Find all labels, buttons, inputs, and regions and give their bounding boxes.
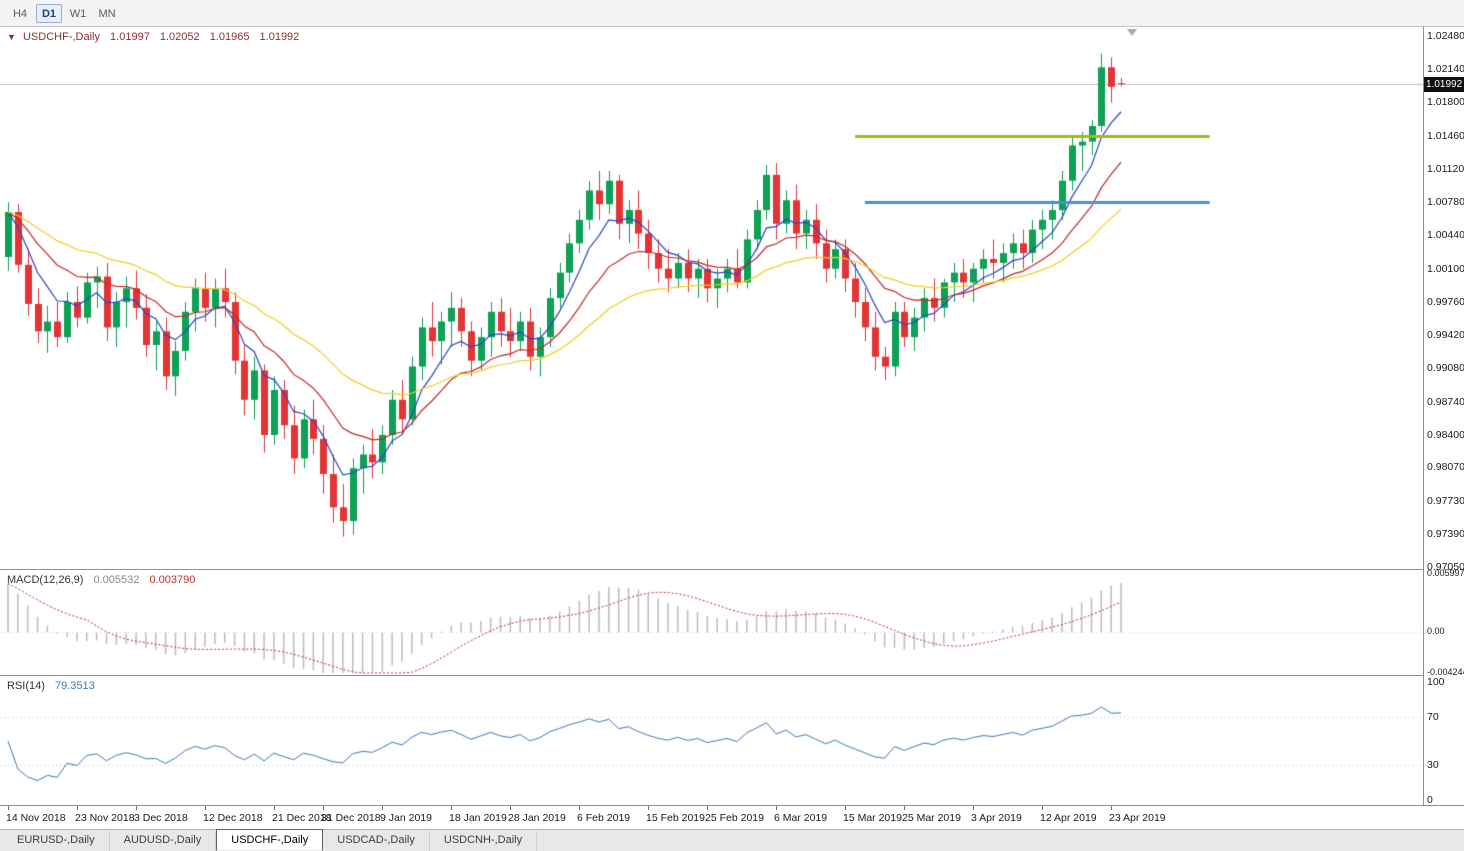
time-axis-tick	[776, 806, 777, 810]
chart-tab-bar: EURUSD-,Daily AUDUSD-,Daily USDCHF-,Daily U…	[0, 829, 1464, 851]
price-scale-label: 0.98400	[1427, 428, 1464, 441]
price-scale-label: 0.98070	[1427, 461, 1464, 474]
price-scale-label: 1.01800	[1427, 96, 1464, 109]
price-scale[interactable]: 1.02480 1.02140 1.01800 1.01460 1.01120 1.007…	[1423, 27, 1464, 806]
macd-scale-label: -0.004244	[1427, 666, 1464, 677]
time-axis-label: 18 Jan 2019	[449, 812, 507, 824]
time-axis-label: 12 Dec 2018	[203, 812, 263, 824]
timeframe-button-h4[interactable]: H4	[12, 7, 28, 20]
time-axis-tick	[205, 806, 206, 810]
ohlc-low: 1.01965	[209, 31, 250, 43]
time-axis-label: 25 Feb 2019	[705, 812, 764, 824]
time-axis-tick	[274, 806, 275, 810]
time-axis-tick	[382, 806, 383, 810]
panel-splitter-rsi[interactable]	[0, 675, 1464, 677]
time-axis-label: 28 Jan 2019	[508, 812, 566, 824]
time-axis-tick	[648, 806, 649, 810]
time-axis-label: 25 Mar 2019	[902, 812, 961, 824]
chart-tab-eurusd[interactable]: EURUSD-,Daily	[3, 831, 110, 851]
time-axis-tick	[1111, 806, 1112, 810]
timeframe-button-d1[interactable]: D1	[36, 3, 62, 23]
time-axis-label: 31 Dec 2018	[321, 812, 381, 824]
price-scale-label: 1.02480	[1427, 30, 1464, 42]
time-axis-tick	[845, 806, 846, 810]
time-axis-label: 3 Apr 2019	[971, 812, 1022, 824]
price-scale-label: 0.99080	[1427, 362, 1464, 375]
collapse-arrow-icon[interactable]: ▼	[7, 32, 16, 42]
time-axis-tick	[973, 806, 974, 810]
timeframe-button-mn[interactable]: MN	[98, 7, 116, 20]
time-axis-tick	[1042, 806, 1043, 810]
symbol-timeframe-label: USDCHF-,Daily	[22, 31, 100, 43]
ohlc-header: ▼ USDCHF-,Daily 1.01997 1.02052 1.01965 …	[7, 31, 299, 43]
price-scale-label: 1.00440	[1427, 229, 1464, 242]
price-scale-label: 0.98740	[1427, 395, 1464, 408]
current-price-tag: 1.01992	[1424, 76, 1464, 92]
chart-tab-audusd[interactable]: AUDUSD-,Daily	[110, 831, 217, 851]
chart-tab-usdchf[interactable]: USDCHF-,Daily	[216, 829, 324, 851]
price-scale-label: 0.99420	[1427, 329, 1464, 342]
time-axis-label: 6 Feb 2019	[577, 812, 631, 824]
time-axis-label: 9 Jan 2019	[380, 812, 432, 824]
time-axis-label: 14 Nov 2018	[6, 812, 66, 824]
time-axis-label: 6 Mar 2019	[774, 812, 828, 824]
rsi-scale-label: 0	[1427, 794, 1433, 806]
rsi-scale-label: 100	[1427, 676, 1445, 688]
time-axis-label: 3 Dec 2018	[134, 812, 188, 824]
macd-header: MACD(12,26,9) 0.005532 0.003790	[7, 574, 195, 586]
rsi-value: 79.3513	[54, 680, 95, 692]
price-scale-label: 0.97730	[1427, 494, 1464, 507]
time-axis-label: 23 Apr 2019	[1109, 812, 1166, 824]
time-axis-label: 15 Mar 2019	[843, 812, 902, 824]
macd-value-main: 0.005532	[93, 574, 140, 586]
time-axis-tick	[451, 806, 452, 810]
macd-indicator-canvas[interactable]	[0, 571, 1423, 675]
rsi-scale-label: 30	[1427, 758, 1439, 771]
chart-window: 1.02480 1.02140 1.01800 1.01460 1.01120 1.007…	[0, 27, 1464, 829]
time-axis-label: 12 Apr 2019	[1040, 812, 1097, 824]
time-axis-label: 15 Feb 2019	[646, 812, 705, 824]
price-scale-label: 1.00100	[1427, 262, 1464, 275]
ohlc-close: 1.01992	[259, 31, 300, 43]
time-axis[interactable]: 14 Nov 2018 23 Nov 2018 3 Dec 2018 12 Dec 2…	[0, 805, 1464, 829]
time-axis-tick	[579, 806, 580, 810]
price-scale-label: 1.01120	[1427, 162, 1464, 175]
timeframe-toolbar: H4 D1 W1 MN	[0, 0, 1464, 27]
macd-value-signal: 0.003790	[149, 574, 196, 586]
time-axis-tick	[8, 806, 9, 810]
price-scale-label: 0.97390	[1427, 527, 1464, 540]
timeframe-button-w1[interactable]: W1	[69, 7, 87, 20]
macd-scale-label: 0.005997	[1427, 567, 1464, 578]
price-scale-label: 1.00780	[1427, 196, 1464, 209]
rsi-indicator-canvas[interactable]	[0, 677, 1423, 805]
price-scale-label: 0.99760	[1427, 295, 1464, 308]
time-axis-tick	[136, 806, 137, 810]
price-chart-canvas[interactable]	[0, 27, 1423, 569]
time-axis-label: 21 Dec 2018	[272, 812, 332, 824]
panel-splitter-macd[interactable]	[0, 569, 1464, 571]
price-scale-label: 1.01460	[1427, 129, 1464, 142]
rsi-label: RSI(14)	[7, 680, 45, 692]
price-scale-label: 1.02140	[1427, 63, 1464, 76]
macd-label: MACD(12,26,9)	[7, 574, 84, 586]
price-scale-label: 0.97050	[1427, 561, 1464, 573]
macd-scale-label: 0.00	[1427, 625, 1445, 636]
ohlc-open: 1.01997	[110, 31, 150, 43]
time-axis-tick	[77, 806, 78, 810]
time-axis-label: 23 Nov 2018	[75, 812, 135, 824]
chart-tab-usdcnh[interactable]: USDCNH-,Daily	[430, 831, 538, 851]
time-axis-tick	[510, 806, 511, 810]
ohlc-high: 1.02052	[159, 31, 200, 43]
time-axis-tick	[707, 806, 708, 810]
rsi-scale-label: 70	[1427, 711, 1439, 724]
time-axis-tick	[904, 806, 905, 810]
rsi-header: RSI(14) 79.3513	[7, 680, 95, 692]
time-axis-tick	[323, 806, 324, 810]
chart-tab-usdcad[interactable]: USDCAD-,Daily	[323, 831, 430, 851]
